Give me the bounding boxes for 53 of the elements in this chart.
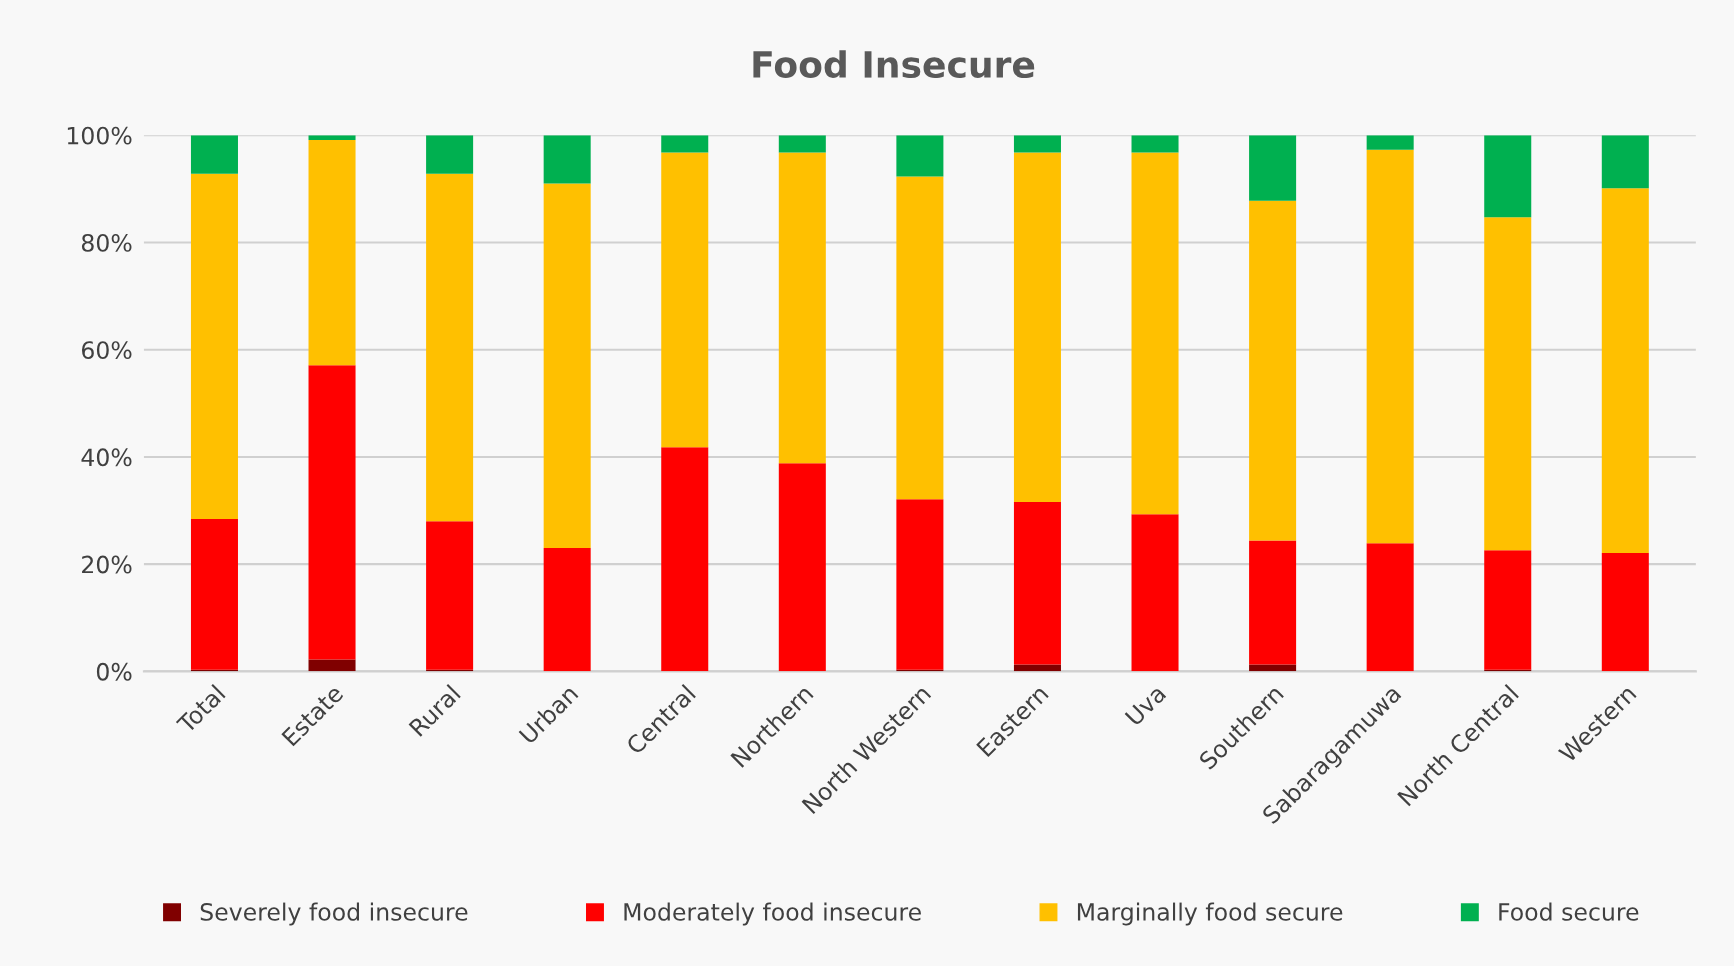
y-tick-label: 20%: [82, 555, 132, 574]
bar: [1484, 135, 1532, 218]
bar: [1013, 501, 1061, 665]
bar: [1131, 135, 1179, 153]
bar: [543, 183, 591, 549]
bar: [190, 173, 238, 520]
bar: [896, 135, 944, 177]
bar: [426, 173, 474, 522]
y-tick-label: 60%: [81, 341, 132, 359]
bar: [1601, 135, 1649, 189]
bar: [896, 499, 944, 670]
legend-label: Marginally food secure: [1077, 902, 1343, 926]
bar: [1131, 514, 1179, 672]
bar: [661, 135, 709, 153]
bar: [308, 365, 356, 660]
y-tick-label: 100%: [67, 126, 132, 145]
bar: [1601, 552, 1649, 672]
bar: [778, 463, 826, 672]
bar: [1366, 543, 1414, 672]
bar: [661, 447, 709, 672]
bar: [1249, 200, 1297, 541]
bar: [1013, 664, 1061, 672]
bar: [1249, 135, 1297, 201]
bar: [661, 152, 709, 448]
legend-label: Severely food insecure: [200, 902, 468, 926]
legend-label: Moderately food insecure: [624, 902, 921, 926]
x-tick-label: Uva: [1124, 684, 1167, 727]
chart-title: Food Insecure: [753, 50, 1035, 79]
bar: [1013, 152, 1061, 502]
bar: [426, 521, 474, 670]
bar: [1366, 149, 1414, 544]
bar: [190, 519, 238, 670]
bar: [543, 135, 591, 184]
bar: [778, 152, 826, 464]
bar: [1131, 152, 1179, 515]
bar: [1249, 664, 1297, 672]
bar: [896, 176, 944, 500]
bar: [190, 135, 238, 174]
bar: [308, 140, 356, 366]
bar: [308, 659, 356, 672]
bar: [1366, 135, 1414, 150]
bar: [1601, 188, 1649, 553]
bar: [778, 135, 826, 153]
bar: [1484, 217, 1532, 551]
bar: [543, 548, 591, 672]
bar: [1013, 135, 1061, 153]
y-tick-label: 80%: [81, 233, 132, 252]
y-tick-label: 40%: [81, 448, 132, 467]
bar: [426, 135, 474, 174]
bar: [1484, 550, 1532, 670]
bar: [1249, 540, 1297, 665]
y-tick-label: 0%: [96, 662, 132, 681]
legend-label: Food secure: [1499, 902, 1639, 921]
